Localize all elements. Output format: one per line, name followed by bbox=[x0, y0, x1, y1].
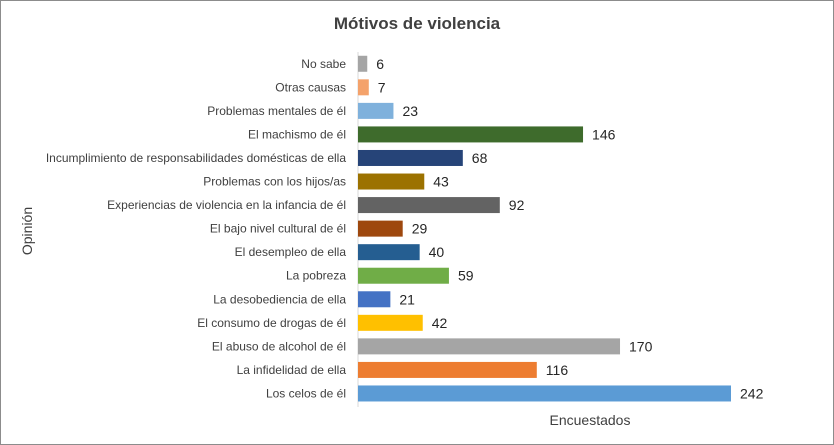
data-label: 68 bbox=[472, 150, 488, 166]
data-label: 29 bbox=[412, 221, 428, 237]
data-label: 6 bbox=[376, 56, 384, 72]
bar bbox=[358, 79, 369, 96]
category-label: El bajo nivel cultural de él bbox=[210, 222, 346, 236]
bar bbox=[358, 126, 584, 143]
data-label: 92 bbox=[509, 197, 525, 213]
y-axis-title: Opinión bbox=[19, 207, 35, 255]
data-label: 59 bbox=[458, 268, 474, 284]
bar bbox=[358, 314, 423, 331]
category-label: El consumo de drogas de él bbox=[197, 316, 346, 330]
category-label: El machismo de él bbox=[248, 127, 346, 141]
data-label: 242 bbox=[740, 385, 764, 401]
x-axis-title: Encuestados bbox=[550, 412, 631, 428]
data-label: 7 bbox=[378, 79, 386, 95]
data-label: 21 bbox=[399, 291, 415, 307]
bar bbox=[358, 291, 391, 308]
bar bbox=[358, 102, 394, 119]
category-label: Problemas con los hijos/as bbox=[203, 175, 346, 189]
category-label: El desempleo de ella bbox=[235, 245, 347, 259]
data-label: 40 bbox=[429, 244, 445, 260]
bar bbox=[358, 361, 537, 378]
bar bbox=[358, 173, 425, 190]
bar bbox=[358, 55, 368, 72]
chart-title: Mótivos de violencia bbox=[334, 14, 501, 33]
data-label: 23 bbox=[402, 103, 418, 119]
bar bbox=[358, 338, 621, 355]
category-label: Otras causas bbox=[275, 80, 346, 94]
category-label: La pobreza bbox=[286, 269, 346, 283]
category-label: Incumplimiento de responsabilidades domé… bbox=[46, 151, 346, 165]
category-label: Los celos de él bbox=[266, 386, 346, 400]
category-label: No sabe bbox=[301, 57, 346, 71]
category-label: La desobediencia de ella bbox=[213, 292, 346, 306]
category-label: Experiencias de violencia en la infancia… bbox=[107, 198, 346, 212]
data-label: 42 bbox=[432, 315, 448, 331]
data-label: 116 bbox=[546, 362, 569, 378]
data-label: 170 bbox=[629, 338, 653, 354]
bar bbox=[358, 385, 731, 402]
bar bbox=[358, 267, 449, 284]
bar bbox=[358, 220, 403, 237]
bar bbox=[358, 244, 420, 261]
bars-group: No sabe 6 Otras causas 7 Problemas mentales … bbox=[46, 55, 764, 402]
data-label: 43 bbox=[433, 174, 449, 190]
bar bbox=[358, 149, 463, 166]
category-label: Problemas mentales de él bbox=[207, 104, 346, 118]
bar bbox=[358, 197, 500, 214]
category-label: La infidelidad de ella bbox=[237, 363, 347, 377]
category-label: El abuso de alcohol de él bbox=[212, 339, 346, 353]
data-label: 146 bbox=[592, 126, 616, 142]
